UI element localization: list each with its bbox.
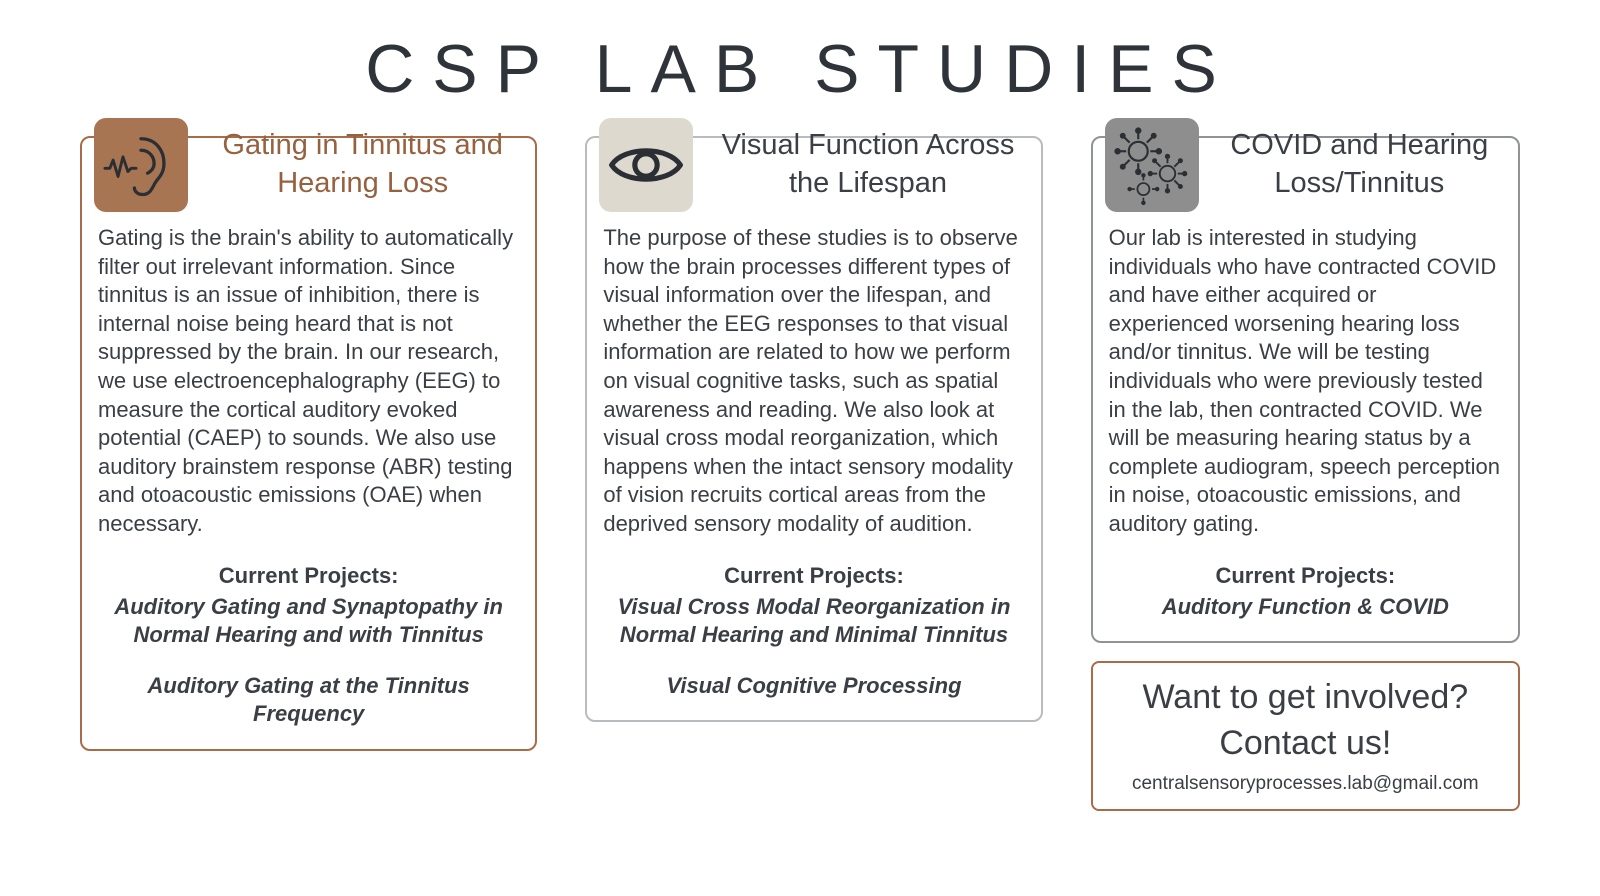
card-covid-title: COVID and Hearing Loss/Tinnitus (1213, 127, 1506, 202)
right-column: COVID and Hearing Loss/Tinnitus Our lab … (1091, 136, 1520, 811)
card-visual-title: Visual Function Across the Lifespan (707, 127, 1028, 202)
card-gating-project: Auditory Gating and Synaptopathy in Norm… (94, 593, 523, 650)
card-gating-header: Gating in Tinnitus and Hearing Loss (94, 118, 523, 212)
card-gating-title: Gating in Tinnitus and Hearing Loss (202, 127, 523, 202)
virus-icon (1105, 118, 1199, 212)
card-gating: Gating in Tinnitus and Hearing Loss Gati… (80, 136, 537, 751)
card-visual-project: Visual Cross Modal Reorganization in Nor… (599, 593, 1028, 650)
card-covid: COVID and Hearing Loss/Tinnitus Our lab … (1091, 136, 1520, 643)
card-covid-body: Our lab is interested in studying indivi… (1105, 224, 1506, 539)
page-title: CSP LAB STUDIES (80, 30, 1520, 108)
card-visual-project: Visual Cognitive Processing (599, 672, 1028, 701)
cta-box: Want to get involved? Contact us! centra… (1091, 661, 1520, 811)
cta-line1: Want to get involved? (1103, 675, 1508, 721)
page: CSP LAB STUDIES Gating in Tinnitus and H… (0, 0, 1600, 896)
card-visual-projects-label: Current Projects: (599, 563, 1028, 589)
columns: Gating in Tinnitus and Hearing Loss Gati… (80, 136, 1520, 811)
cta-line2: Contact us! (1103, 721, 1508, 767)
cta-email[interactable]: centralsensoryprocesses.lab@gmail.com (1103, 773, 1508, 795)
eye-icon (599, 118, 693, 212)
card-gating-projects-label: Current Projects: (94, 563, 523, 589)
card-visual-body: The purpose of these studies is to obser… (599, 224, 1028, 539)
ear-icon (94, 118, 188, 212)
card-covid-projects-label: Current Projects: (1105, 563, 1506, 589)
card-visual: Visual Function Across the Lifespan The … (585, 136, 1042, 722)
card-covid-project: Auditory Function & COVID (1105, 593, 1506, 622)
card-visual-header: Visual Function Across the Lifespan (599, 118, 1028, 212)
card-gating-project: Auditory Gating at the Tinnitus Frequenc… (94, 672, 523, 729)
card-gating-body: Gating is the brain's ability to automat… (94, 224, 523, 539)
card-covid-header: COVID and Hearing Loss/Tinnitus (1105, 118, 1506, 212)
